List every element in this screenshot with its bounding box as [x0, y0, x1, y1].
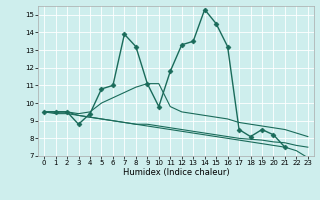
X-axis label: Humidex (Indice chaleur): Humidex (Indice chaleur) [123, 168, 229, 177]
